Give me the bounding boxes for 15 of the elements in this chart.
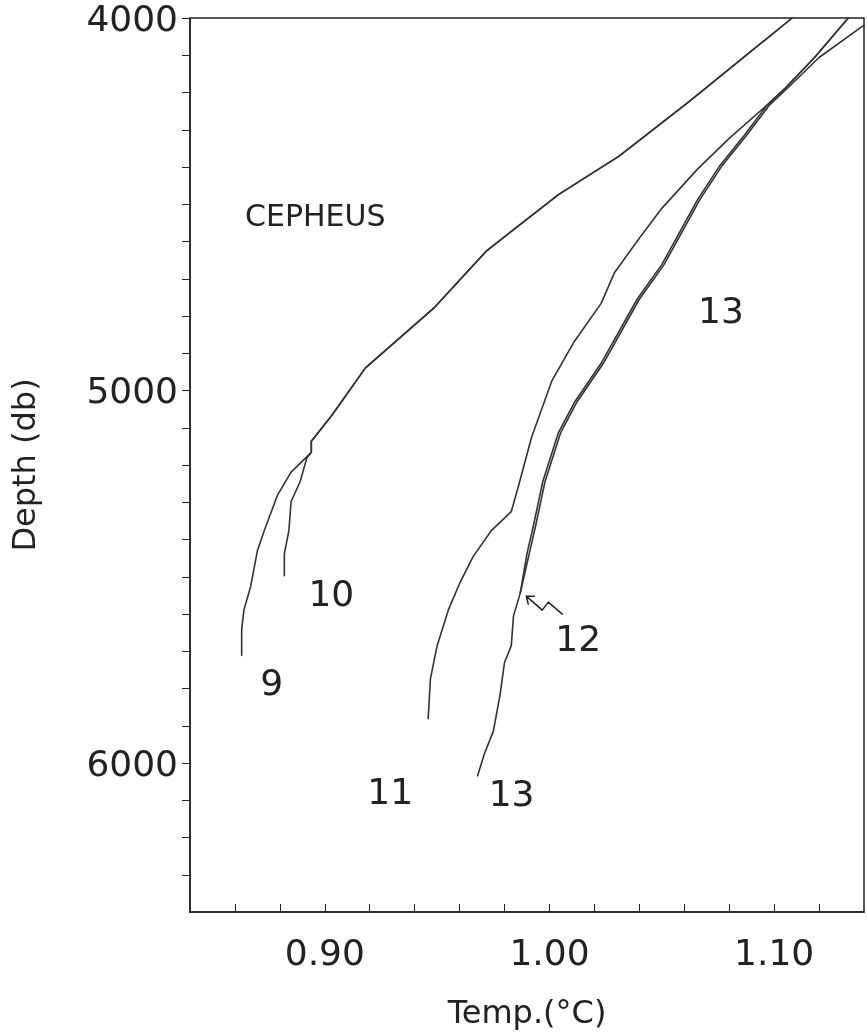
y-tick-label: 6000 xyxy=(86,742,178,784)
x-tick-label: 1.00 xyxy=(509,931,590,973)
annotation: 13 xyxy=(698,289,744,331)
annotation: CEPHEUS xyxy=(245,197,386,233)
series-label: 13 xyxy=(488,773,535,815)
y-axis-title: Depth (db) xyxy=(5,378,43,552)
y-tick-label: 5000 xyxy=(86,370,178,411)
series-label: 11 xyxy=(367,771,414,813)
series-label: 10 xyxy=(308,573,355,615)
series-label: 12 xyxy=(555,617,602,659)
y-tick-label: 4000 xyxy=(86,0,178,39)
x-tick-label: 1.10 xyxy=(734,931,815,973)
series-label: 9 xyxy=(260,661,284,703)
x-axis-title: Temp.(°C) xyxy=(446,993,607,1031)
x-tick-label: 0.90 xyxy=(284,931,365,973)
